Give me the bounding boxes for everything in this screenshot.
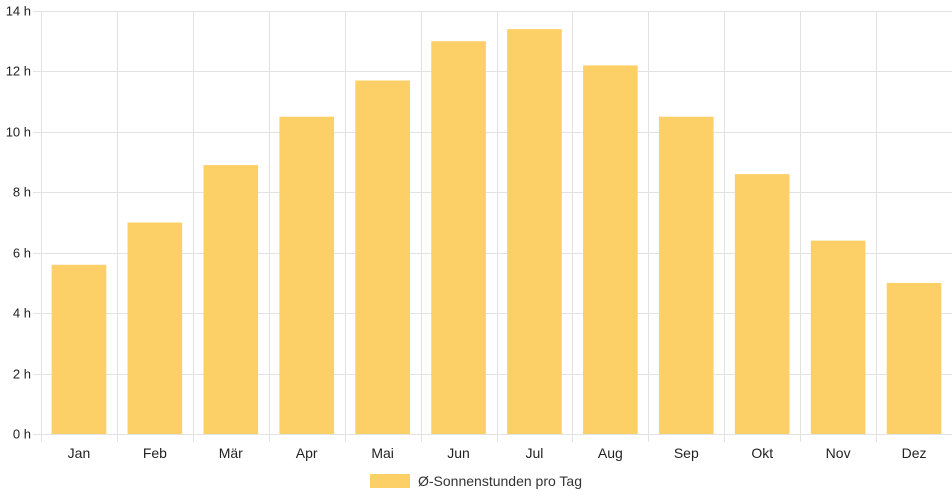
bars bbox=[51, 29, 942, 435]
y-tick-label: 4 h bbox=[13, 306, 31, 321]
x-tick-label: Jun bbox=[447, 445, 470, 461]
x-tick-label: Sep bbox=[674, 445, 699, 461]
y-tick-label: 8 h bbox=[13, 185, 31, 200]
x-tick-label: Nov bbox=[826, 445, 851, 461]
bar-mär bbox=[203, 165, 259, 435]
x-tick-label: Mai bbox=[371, 445, 394, 461]
grid-lines bbox=[33, 11, 952, 442]
x-axis-labels: Jan Feb Mär Apr Mai Jun Jul Aug Sep Okt Nov Dez bbox=[68, 445, 927, 461]
x-tick-label: Jan bbox=[68, 445, 91, 461]
y-tick-label: 14 h bbox=[6, 4, 31, 19]
x-tick-label: Dez bbox=[902, 445, 927, 461]
y-tick-label: 6 h bbox=[13, 246, 31, 261]
y-tick-label: 0 h bbox=[13, 427, 31, 442]
x-tick-label: Jul bbox=[526, 445, 544, 461]
x-tick-label: Aug bbox=[598, 445, 623, 461]
y-tick-label: 12 h bbox=[6, 64, 31, 79]
bar-jul bbox=[507, 29, 562, 434]
bar-chart: 0 h 2 h 4 h 6 h 8 h 10 h 12 h 14 h Jan Feb Mär Apr… bbox=[6, 4, 952, 461]
x-tick-label: Feb bbox=[143, 445, 167, 461]
bar-mai bbox=[355, 80, 410, 434]
legend-label: Ø-Sonnenstunden pro Tag bbox=[418, 473, 582, 489]
bar-nov bbox=[810, 240, 866, 434]
x-tick-label: Okt bbox=[751, 445, 773, 461]
bar-okt bbox=[734, 174, 790, 434]
y-axis-labels: 0 h 2 h 4 h 6 h 8 h 10 h 12 h 14 h bbox=[6, 4, 31, 442]
bar-dez bbox=[886, 282, 942, 434]
bar-apr bbox=[279, 116, 335, 434]
x-tick-label: Mär bbox=[219, 445, 243, 461]
x-tick-label: Apr bbox=[296, 445, 318, 461]
bar-feb bbox=[127, 222, 183, 434]
y-tick-label: 10 h bbox=[6, 125, 31, 140]
bar-jan bbox=[51, 264, 107, 434]
y-tick-label: 2 h bbox=[13, 367, 31, 382]
bar-sep bbox=[658, 116, 714, 434]
legend[interactable]: Ø-Sonnenstunden pro Tag bbox=[370, 470, 582, 492]
bar-aug bbox=[583, 65, 638, 434]
bar-jun bbox=[431, 41, 486, 434]
legend-swatch bbox=[370, 474, 410, 488]
